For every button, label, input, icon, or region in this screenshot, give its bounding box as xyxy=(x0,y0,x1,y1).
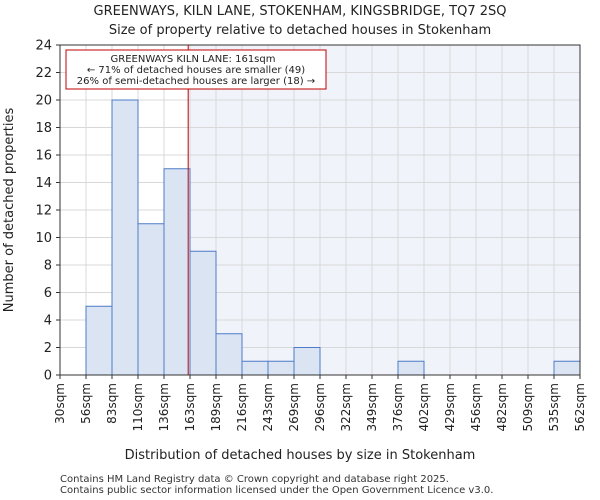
y-tick-label: 8 xyxy=(44,259,52,274)
x-tick-label: 429sqm xyxy=(443,383,457,431)
x-axis-label: Distribution of detached houses by size … xyxy=(125,448,476,463)
x-tick-label: 509sqm xyxy=(521,383,535,431)
footer-line-2: Contains public sector information licen… xyxy=(60,485,494,496)
y-tick-label: 16 xyxy=(35,149,52,164)
x-tick-label: 269sqm xyxy=(287,383,301,431)
x-tick-label: 482sqm xyxy=(495,383,509,431)
histogram-bar xyxy=(241,360,269,376)
attribution-footer: Contains HM Land Registry data © Crown c… xyxy=(60,474,493,496)
x-tick-label: 243sqm xyxy=(261,383,275,431)
footer-line-1: Contains HM Land Registry data © Crown c… xyxy=(60,474,449,485)
annotation-line-3: 26% of semi-detached houses are larger (… xyxy=(77,76,315,87)
y-tick-label: 6 xyxy=(44,286,52,301)
chart-title-block: GREENWAYS, KILN LANE, STOKENHAM, KINGSBR… xyxy=(0,2,600,40)
histogram-bar xyxy=(137,223,165,376)
annotation-box: GREENWAYS KILN LANE: 161sqm ← 71% of det… xyxy=(65,49,327,90)
x-tick-label: 349sqm xyxy=(365,383,379,431)
y-tick-label: 0 xyxy=(44,369,52,384)
x-tick-label: 110sqm xyxy=(131,383,145,431)
x-tick-label: 322sqm xyxy=(339,383,353,431)
y-tick-label: 14 xyxy=(35,176,52,191)
histogram-bar xyxy=(215,333,243,376)
y-tick-label: 18 xyxy=(35,121,52,136)
x-tick-label: 402sqm xyxy=(417,383,431,431)
x-tick-label: 136sqm xyxy=(157,383,171,431)
x-tick-label: 189sqm xyxy=(209,383,223,431)
x-tick-label: 376sqm xyxy=(391,383,405,431)
x-tick-label: 30sqm xyxy=(53,383,67,424)
histogram-bar xyxy=(553,360,581,376)
y-tick-label: 4 xyxy=(44,314,52,329)
x-tick-label: 535sqm xyxy=(547,383,561,431)
y-tick-label: 10 xyxy=(35,231,52,246)
histogram-bar xyxy=(397,360,425,376)
y-tick-label: 2 xyxy=(44,341,52,356)
y-tick-label: 12 xyxy=(35,204,52,219)
annotation-line-2: ← 71% of detached houses are smaller (49… xyxy=(87,65,305,76)
x-tick-label: 456sqm xyxy=(469,383,483,431)
histogram-bar xyxy=(85,305,113,376)
x-tick-label: 296sqm xyxy=(313,383,327,431)
y-tick-label: 24 xyxy=(35,39,52,54)
histogram-bar xyxy=(163,168,191,376)
x-tick-label: 216sqm xyxy=(235,383,249,431)
histogram-bar xyxy=(267,360,295,376)
x-tick-label: 163sqm xyxy=(183,383,197,431)
x-tick-label: 562sqm xyxy=(573,383,587,431)
y-tick-label: 20 xyxy=(35,94,52,109)
histogram-bar xyxy=(111,99,139,376)
histogram-bar xyxy=(293,347,321,376)
chart-subtitle: Size of property relative to detached ho… xyxy=(108,23,492,38)
histogram-bar xyxy=(189,250,217,376)
y-tick-label: 22 xyxy=(35,66,52,81)
x-tick-label: 56sqm xyxy=(79,383,93,424)
annotation-line-1: GREENWAYS KILN LANE: 161sqm xyxy=(111,54,276,65)
y-axis-label: Number of detached properties xyxy=(2,108,17,313)
x-tick-label: 83sqm xyxy=(105,383,119,424)
chart-title: GREENWAYS, KILN LANE, STOKENHAM, KINGSBR… xyxy=(93,4,507,19)
